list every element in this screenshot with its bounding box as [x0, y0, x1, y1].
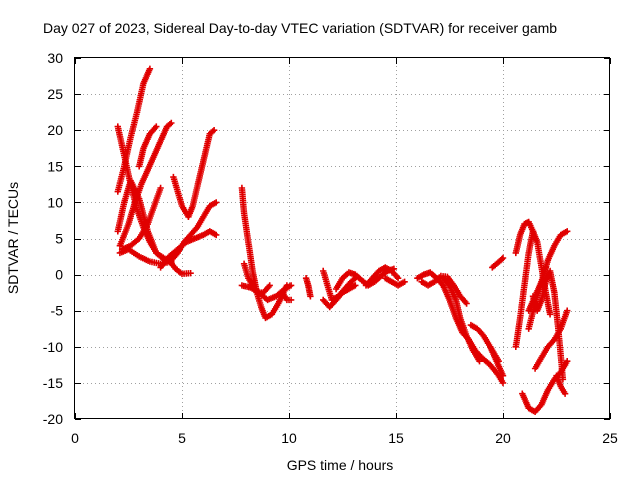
chart-title: Day 027 of 2023, Sidereal Day-to-day VTE…: [43, 20, 557, 36]
data-point: [287, 282, 295, 289]
y-tick-label: 20: [47, 122, 63, 138]
x-tick-label: 5: [178, 430, 186, 446]
data-point: [153, 123, 160, 130]
y-tick-label: 0: [55, 267, 63, 283]
series-arc3: [116, 119, 175, 249]
series-arc10: [157, 228, 220, 271]
data-point: [213, 231, 220, 239]
data-point: [499, 254, 507, 262]
series-arc18: [320, 282, 359, 311]
y-tick-label: 15: [47, 158, 63, 174]
data-point: [168, 119, 175, 127]
y-tick-label: 10: [47, 194, 63, 210]
data-point: [187, 270, 194, 277]
y-tick-label: -20: [43, 411, 63, 427]
data-point: [307, 293, 314, 300]
series-arc33: [529, 267, 567, 383]
data-point: [401, 278, 408, 285]
data-point: [213, 199, 220, 206]
series-arc8: [170, 127, 218, 220]
x-tick-label: 15: [388, 430, 404, 446]
series-arc11: [166, 257, 194, 278]
y-tick-label: -15: [43, 375, 63, 391]
series-arc21: [382, 275, 408, 289]
series-arc29: [512, 218, 537, 257]
data-point: [546, 311, 554, 318]
data-point: [266, 282, 273, 289]
series-arc20: [362, 264, 402, 289]
data-point: [564, 358, 571, 365]
series-arc2: [114, 65, 154, 195]
series-arc19: [332, 265, 398, 293]
series-arc14: [240, 260, 273, 296]
axes: 0 5 10 15 20 25 -20 -15 -10 -5 0 5 10 15 20 25 30: [43, 50, 618, 446]
series-arc23: [418, 272, 470, 307]
data-point: [542, 264, 549, 271]
series-arc34: [525, 264, 549, 314]
series-arc6: [118, 184, 164, 253]
data-point: [352, 282, 359, 289]
series-arc27: [487, 343, 502, 365]
x-tick-label: 20: [495, 430, 511, 446]
data-point: [146, 65, 154, 72]
series-arc5: [114, 177, 169, 264]
data-marks: [114, 65, 571, 415]
data-point: [476, 358, 483, 365]
data-point: [499, 372, 507, 379]
data-point: [287, 296, 295, 304]
y-tick-label: 5: [55, 231, 63, 247]
x-tick-label: 0: [71, 430, 79, 446]
series-arc16: [302, 275, 314, 300]
series-arc15: [279, 289, 295, 304]
series-arc35: [553, 372, 569, 397]
data-point: [561, 390, 569, 397]
y-tick-label: 25: [47, 86, 63, 102]
data-point: [495, 358, 502, 365]
data-point: [498, 255, 506, 263]
data-point: [564, 307, 571, 314]
data-point: [564, 228, 571, 235]
data-point: [210, 127, 218, 134]
data-point: [463, 300, 470, 307]
y-axis-title: SDTVAR / TECUs: [5, 182, 21, 294]
y-tick-label: -10: [43, 339, 63, 355]
data-point: [529, 228, 537, 235]
plot-frame: [74, 57, 610, 419]
x-axis-title: GPS time / hours: [287, 457, 394, 473]
x-tick-label: 25: [602, 430, 618, 446]
series-arc26: [489, 254, 507, 271]
series-arc7: [136, 123, 160, 170]
data-point: [157, 184, 164, 192]
grid: [75, 58, 610, 419]
data-point: [394, 275, 402, 282]
series-arc31: [531, 307, 571, 372]
data-point: [499, 379, 507, 387]
series-arc24: [439, 275, 483, 365]
y-tick-label: -5: [51, 303, 64, 319]
x-tick-label: 10: [281, 430, 297, 446]
y-tick-label: 30: [47, 50, 63, 66]
